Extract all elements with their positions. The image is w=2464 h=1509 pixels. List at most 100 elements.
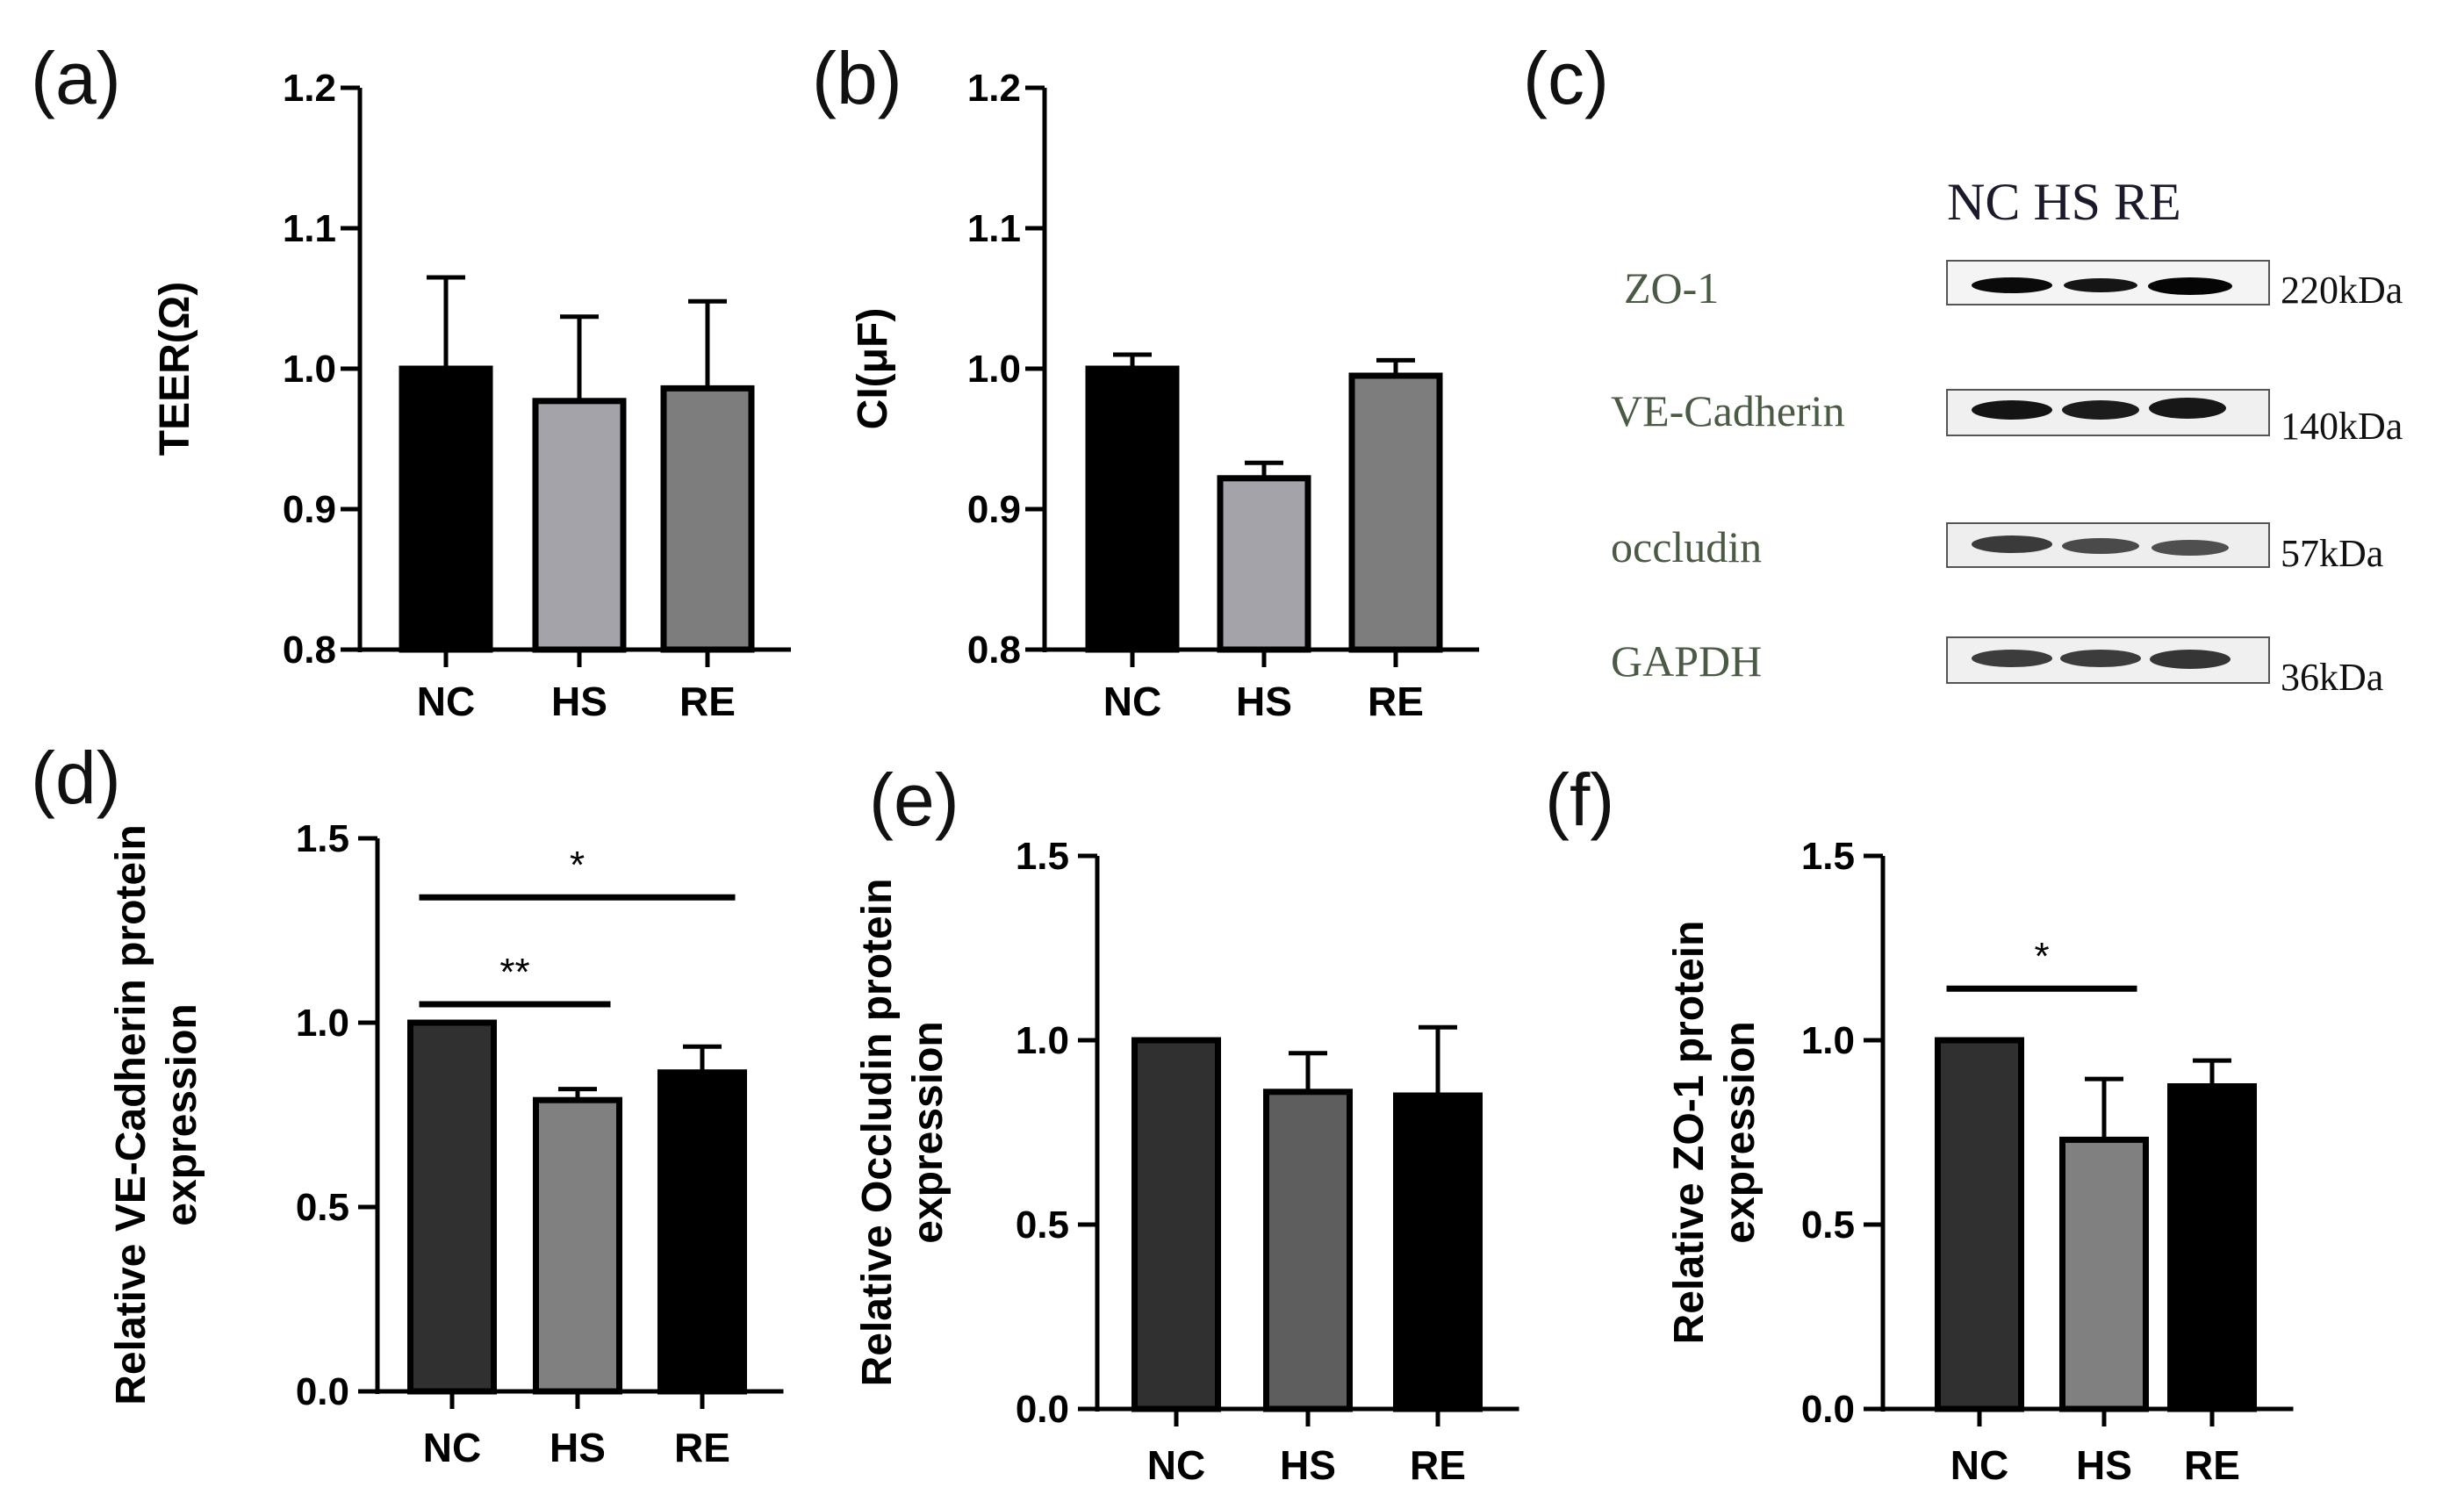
x-category-label-nc: NC	[1103, 679, 1161, 724]
y-axis-title-line: Relative Occludin protein	[854, 879, 901, 1387]
y-tick-label: 1.0	[1801, 1019, 1855, 1062]
y-tick-label: 1.5	[296, 817, 349, 860]
bar-re	[1393, 1092, 1483, 1412]
blot-band-occ-re	[2152, 540, 2229, 556]
panel-label-e: (e)	[869, 758, 959, 841]
blot-band-zo1-hs	[2064, 278, 2137, 292]
x-category-label-re: RE	[1368, 679, 1424, 724]
y-tick-label: 0.0	[296, 1370, 349, 1413]
y-tick-label: 0.5	[296, 1186, 349, 1229]
blot-band-ve-re	[2149, 398, 2226, 419]
bar-re	[657, 1069, 747, 1395]
bar-nc	[1131, 1037, 1221, 1412]
panel-label-c: (c)	[1523, 37, 1609, 119]
panel-label-d: (d)	[31, 737, 121, 819]
bar-nc	[1935, 1037, 2024, 1412]
y-tick-label: 1.5	[1801, 835, 1855, 878]
blot-band-gapdh-hs	[2060, 650, 2141, 667]
panel-label-f: (f)	[1545, 758, 1614, 841]
y-tick-label: 1.2	[283, 67, 336, 110]
y-tick-label: 1.1	[967, 207, 1021, 250]
y-tick-label: 1.0	[296, 1002, 349, 1045]
y-tick-label: 0.5	[1801, 1204, 1855, 1247]
y-tick-label: 0.5	[1016, 1204, 1069, 1247]
bar-nc	[407, 1019, 497, 1395]
y-tick-label: 0.0	[1016, 1388, 1069, 1431]
y-axis-title: Relative ZO-1 protein expression	[1666, 921, 1764, 1345]
x-category-label-re: RE	[679, 679, 736, 724]
blot-band-occ-hs	[2062, 538, 2139, 554]
y-tick-label: 0.8	[283, 629, 336, 672]
y-axis-title-line: expression	[1717, 1021, 1764, 1243]
blot-band-gapdh-nc	[1972, 650, 2052, 667]
y-axis-title-line: CI(μF)	[850, 308, 896, 430]
blot-band-gapdh-re	[2150, 650, 2231, 669]
bar-nc	[1085, 365, 1180, 653]
y-tick-label: 0.0	[1801, 1388, 1855, 1431]
blot-row-label-vecadherin: VE-Cadherin	[1611, 386, 1845, 435]
y-tick-label: 1.1	[283, 207, 336, 250]
x-category-label-re: RE	[674, 1425, 730, 1470]
y-tick-label: 1.5	[1016, 835, 1069, 878]
panel-label-b: (b)	[812, 37, 902, 119]
panel-a: (a) 0.8 0.9 1.0 1.1 1.2 NC HS RE TEER(Ω)	[31, 37, 791, 724]
y-axis-title: CI(μF)	[850, 308, 896, 430]
blot-band-occ-nc	[1972, 535, 2052, 553]
blot-band-ve-nc	[1972, 400, 2052, 420]
y-tick-label: 0.9	[283, 488, 336, 531]
blot-size-gapdh: 36kDa	[2281, 656, 2383, 699]
y-tick-label: 0.9	[967, 488, 1021, 531]
y-tick-label: 1.0	[1016, 1019, 1069, 1062]
blot-row-label-zo1: ZO-1	[1624, 263, 1719, 313]
x-category-label-hs: HS	[2076, 1442, 2132, 1488]
panel-label-a: (a)	[31, 37, 121, 119]
y-tick-label: 0.8	[967, 629, 1021, 672]
y-axis-title-line: expression	[159, 1003, 205, 1225]
panel-b: (b) 0.8 0.9 1.0 1.1 1.2 NC HS RE CI(μF)	[812, 37, 1479, 724]
bar-re	[2167, 1083, 2257, 1412]
y-axis-title: Relative VE-Cadherin protein expression	[108, 824, 205, 1405]
panel-d: (d) 0.0 0.5 1.0 1.5 NC HS RE Relative VE-Cadheri…	[31, 737, 784, 1470]
blot-row-label-occludin: occludin	[1611, 522, 1762, 571]
x-category-label-re: RE	[1410, 1442, 1466, 1488]
significance-marker: **	[499, 951, 529, 994]
x-category-label-hs: HS	[1280, 1442, 1336, 1488]
bar-re	[660, 384, 755, 653]
significance-marker: *	[2034, 935, 2049, 978]
y-tick-label: 1.2	[967, 67, 1021, 110]
bar-hs	[1263, 1089, 1353, 1412]
bar-nc	[399, 365, 493, 653]
x-category-label-nc: NC	[1147, 1442, 1205, 1488]
blot-size-vecadherin: 140kDa	[2281, 405, 2403, 448]
blot-row-label-gapdh: GAPDH	[1611, 636, 1762, 686]
x-category-label-nc: NC	[417, 679, 475, 724]
bar-hs	[532, 398, 627, 653]
blot-lane-header: NC HS RE	[1947, 173, 2181, 231]
y-axis-title-line: Relative VE-Cadherin protein	[108, 824, 154, 1405]
bar-hs	[2059, 1136, 2149, 1412]
panel-e: (e) 0.0 0.5 1.0 1.5 NC HS RE Relative Occludin p…	[854, 758, 1519, 1488]
bar-re	[1348, 372, 1443, 653]
y-tick-label: 1.0	[283, 348, 336, 391]
y-axis-title-line: expression	[905, 1021, 952, 1243]
x-category-label-nc: NC	[1950, 1442, 2008, 1488]
panel-f: (f) 0.0 0.5 1.0 1.5 NC HS RE Relative ZO-1 prote…	[1545, 758, 2294, 1488]
y-axis-title: Relative Occludin protein expression	[854, 879, 952, 1387]
y-tick-label: 1.0	[967, 348, 1021, 391]
x-category-label-hs: HS	[550, 1425, 606, 1470]
bar-hs	[533, 1096, 622, 1395]
bar-hs	[1217, 475, 1311, 653]
x-category-label-hs: HS	[551, 679, 607, 724]
blot-size-zo1: 220kDa	[2281, 269, 2403, 312]
x-category-label-nc: NC	[423, 1425, 481, 1470]
x-category-label-re: RE	[2184, 1442, 2240, 1488]
panel-c-western-blot: (c) NC HS RE ZO-1 VE-Cadherin occludin G…	[1523, 37, 2403, 699]
significance-marker: *	[570, 844, 585, 887]
blot-band-ve-hs	[2062, 400, 2139, 420]
x-category-label-hs: HS	[1236, 679, 1292, 724]
y-axis-title-line: Relative ZO-1 protein	[1666, 921, 1713, 1345]
y-axis-title: TEER(Ω)	[152, 282, 198, 456]
blot-band-zo1-re	[2148, 277, 2232, 295]
blot-size-occludin: 57kDa	[2281, 532, 2383, 575]
